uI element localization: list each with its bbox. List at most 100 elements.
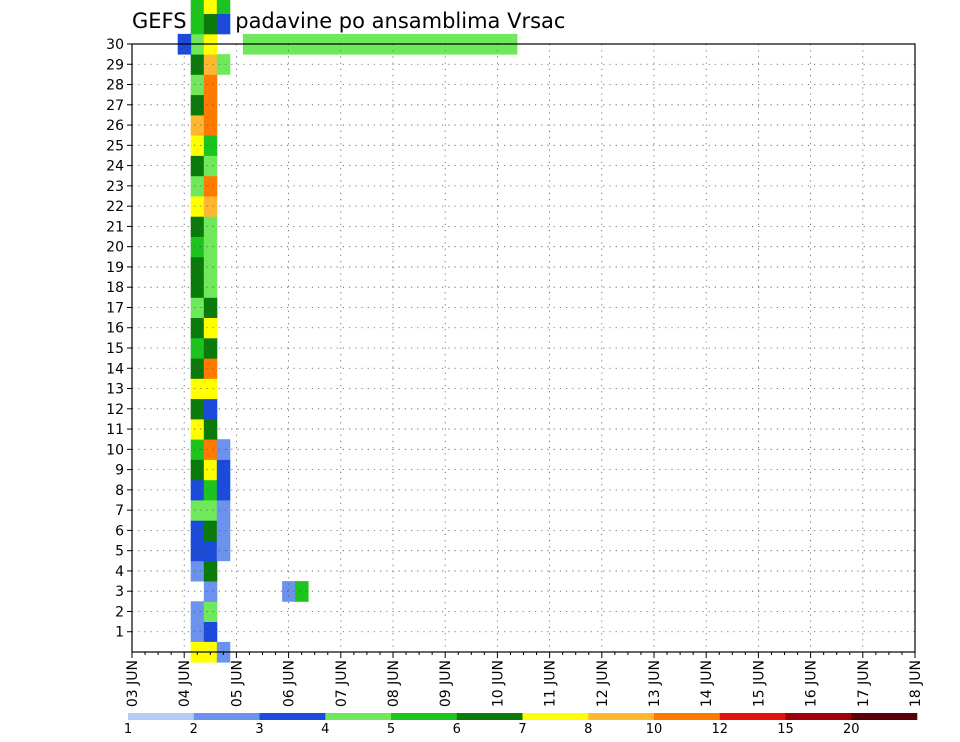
y-tick-label: 11 [106,422,124,438]
heatmap-cell [190,358,205,379]
colorbar: 1 2 3 4 5 6 7 8 10 12 15 20 [124,713,918,737]
y-tick-label: 3 [115,584,124,600]
heatmap-cell [190,256,205,278]
heatmap-cell [203,277,218,298]
heatmap-cell [295,581,309,602]
colorbar-swatch [522,713,589,720]
heatmap-cell [190,500,205,521]
y-tick-label: 20 [106,240,124,256]
heatmap-cell [203,135,218,156]
y-tick-label: 26 [106,118,124,134]
y-tick-label: 22 [106,199,124,215]
heatmap-cell [190,114,205,136]
x-tick-label: 11 JUN [543,660,559,707]
y-tick-label: 29 [106,57,124,73]
y-tick-label: 6 [115,523,124,539]
x-tick-label: 09 JUN [438,660,454,707]
heatmap-cell [203,398,218,420]
heatmap-cell [203,54,218,75]
heatmap-cell [203,378,218,400]
x-tick-label: 16 JUN [804,660,820,707]
heatmap-cell [190,621,205,643]
y-tick-label: 5 [115,544,124,560]
colorbar-swatch [851,713,918,720]
heatmap-cell [190,297,205,318]
heatmap-cell [203,479,218,501]
heatmap-cell [190,378,205,400]
heatmap-cell [203,114,218,136]
heatmap-cell [203,13,218,35]
heatmap-cell [203,175,218,197]
y-tick-label: 10 [106,442,124,458]
colorbar-label: 8 [584,722,592,737]
y-tick-label: 30 [106,37,124,53]
heatmap-cell [190,520,205,541]
heatmap-cells [177,0,518,663]
heatmap-cell [216,500,231,521]
heatmap-cell [190,196,205,217]
x-tick-label: 08 JUN [386,660,402,707]
colorbar-label: 4 [321,722,329,737]
heatmap-cell [190,13,205,35]
heatmap-cell [203,581,218,602]
y-tick-label: 23 [106,179,124,195]
colorbar-label: 5 [387,722,395,737]
y-tick-label: 28 [106,78,124,94]
heatmap-cell [216,540,231,562]
heatmap-cell [282,581,296,602]
heatmap-cell [203,358,218,379]
x-tick-label: 06 JUN [282,660,298,707]
heatmap-cell [203,0,218,15]
y-tick-label: 19 [106,260,124,276]
colorbar-label: 6 [453,722,461,737]
y-tick-label: 21 [106,219,124,235]
heatmap-cell [203,74,218,96]
heatmap-cell [203,459,218,481]
colorbar-swatch [391,713,457,720]
colorbar-swatch [325,713,392,720]
colorbar-label: 1 [124,722,132,737]
y-tick-label: 9 [115,463,124,479]
y-tick-label: 13 [106,382,124,398]
heatmap-cell [216,520,231,541]
y-tick-label: 27 [106,98,124,114]
x-tick-label: 10 JUN [490,660,506,707]
x-axis: 03 JUN 04 JUN 05 JUN 06 JUN 07 JUN 08 JUN 09 J… [125,652,924,707]
colorbar-swatch [588,713,655,720]
colorbar-swatch [128,713,194,720]
heatmap-cell [190,540,205,562]
y-tick-label: 15 [106,341,124,357]
x-tick-label: 04 JUN [177,660,193,707]
x-tick-label: 07 JUN [334,660,350,707]
heatmap-cell [203,540,218,562]
x-tick-label: 17 JUN [856,660,872,707]
x-tick-label: 12 JUN [595,660,611,707]
heatmap-cell [203,520,218,541]
x-tick-label: 03 JUN [125,660,141,707]
heatmap-cell [203,196,218,217]
y-tick-label: 16 [106,321,124,337]
heatmap-cell [203,601,218,622]
y-tick-label: 25 [106,138,124,154]
colorbar-swatch [719,713,786,720]
heatmap-cell [203,236,218,258]
heatmap-cell [203,337,218,359]
heatmap-cell [190,418,205,440]
heatmap-cell [190,317,205,339]
y-tick-label: 17 [106,300,124,316]
colorbar-swatch [456,713,523,720]
x-tick-label: 15 JUN [751,660,767,707]
heatmap-cell [190,54,205,75]
heatmap-cell [203,297,218,318]
heatmap-cell [190,236,205,258]
colorbar-label: 20 [843,722,860,737]
y-tick-label: 14 [106,361,124,377]
colorbar-label: 15 [777,722,794,737]
x-tick-label: 05 JUN [229,660,245,707]
heatmap-cell [190,560,205,582]
heatmap-cell [190,216,205,237]
heatmap-cell [216,439,231,460]
heatmap-cell [203,621,218,643]
y-axis: 1234567891011121314151617181920212223242… [106,37,132,641]
heatmap-cell [203,418,218,440]
